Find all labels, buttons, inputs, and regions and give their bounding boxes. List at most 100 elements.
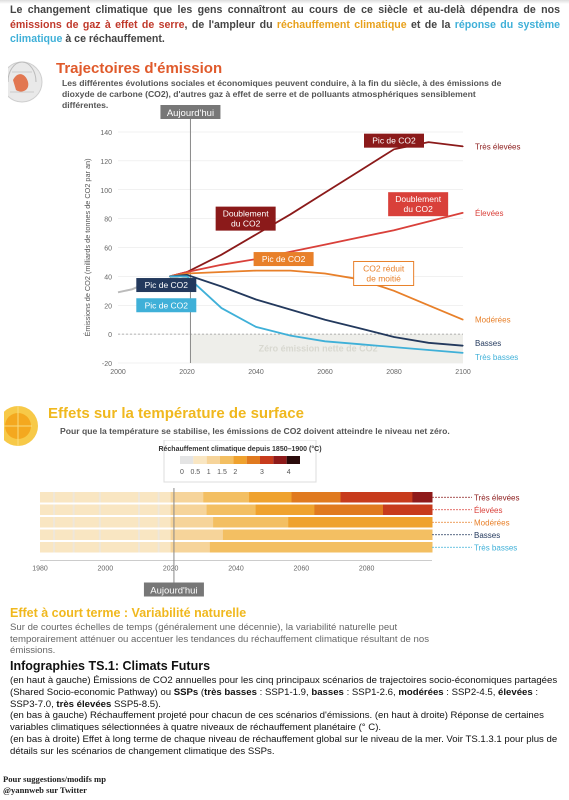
intro-text-4: à ce réchauffement. (62, 33, 165, 45)
annotation-text: Pic de CO2 (262, 254, 306, 264)
temperature-cell-basses (222, 529, 433, 540)
temperature-cell-tres-elevees (40, 492, 172, 503)
temperature-cell-tres-elevees (291, 492, 342, 503)
data-point-elevees (462, 212, 464, 214)
data-point-tres-elevees (358, 170, 361, 172)
row-label-tres-elevees: Très élevées (474, 493, 520, 502)
variability-stripe (157, 504, 160, 515)
temperature-cell-basses (40, 529, 172, 540)
x-tick-label: 2040 (228, 566, 244, 573)
annotation-text: du CO2 (404, 204, 434, 214)
caption-bold: très basses (204, 686, 257, 698)
variability-stripe (53, 529, 56, 540)
intro-highlight-response: réponse du système climatique (10, 18, 561, 46)
row-label-tres-basses: Très basses (474, 543, 517, 552)
intro-text-1: Le changement climatique que les gens co… (10, 4, 560, 16)
colorbar-title: Réchauffement climatique depuis 1850–190… (158, 445, 321, 453)
variability-stripe (157, 529, 160, 540)
data-point-tres-elevees (324, 192, 326, 194)
annotation-text: Doublement (223, 209, 269, 219)
data-point-basses (324, 319, 326, 321)
temperature-cell-elevees (255, 504, 315, 515)
caption-paragraph-3: (en bas à droite) Effet à long terme de … (10, 733, 558, 757)
temperature-cell-moderees (213, 517, 289, 528)
data-point-tres-basses (220, 307, 223, 309)
data-point-tres-basses (462, 352, 464, 354)
variability-stripe (72, 492, 75, 503)
annotation-box (353, 260, 415, 286)
temperature-cell-elevees (383, 504, 433, 515)
colorbar-tick-label: 3 (260, 469, 264, 476)
variability-stripe (138, 492, 140, 503)
x-tick-label: 2060 (317, 369, 333, 376)
today-label-box (143, 582, 204, 597)
data-point-basses (289, 308, 292, 311)
y-tick-label: -20 (102, 361, 112, 368)
series-line-basses (169, 273, 464, 347)
row-label-moderees: Modérées (474, 518, 510, 527)
today-label-box (160, 105, 221, 119)
temperature-cell-tres-elevees (412, 492, 433, 503)
colorbar-swatch (273, 456, 287, 464)
section-description-variability: Sur de courtes échelles de temps (généra… (10, 622, 430, 656)
x-tick-label: 2040 (248, 369, 264, 376)
colorbar-tick-label: 1 (207, 469, 211, 476)
variability-stripe (138, 504, 140, 515)
x-tick-label: 1980 (32, 566, 48, 573)
credit-line-1: Pour suggestions/modifs mp (3, 774, 106, 784)
data-point-tres-elevees (255, 233, 257, 236)
x-tick-label: 2100 (455, 369, 471, 376)
caption-paragraph-1: (en haut à gauche) Émissions de CO2 annu… (10, 675, 560, 710)
data-point-moderees (289, 270, 292, 272)
annotation-box (388, 192, 449, 217)
variability-stripe (138, 529, 140, 540)
caption-text: : SSP3-7.0, (10, 686, 539, 710)
credit: Pour suggestions/modifs mp @yannweb sur … (3, 774, 106, 796)
y-tick-label: 40 (104, 274, 112, 281)
temperature-cell-tres-elevees (203, 492, 250, 503)
annotation-pic-de-co2: Pic de CO2 (136, 298, 197, 313)
annotation-box (253, 252, 314, 267)
variability-stripe (98, 504, 101, 515)
temperature-cell-elevees (170, 504, 208, 515)
data-point-tres-elevees (220, 254, 223, 256)
variability-stripe (157, 517, 160, 528)
colorbar-swatch (260, 456, 274, 464)
colorbar-tick-label: 1.5 (217, 469, 227, 476)
data-point-basses (186, 274, 188, 276)
x-tick-label: 2080 (359, 566, 375, 573)
temperature-cell-tres-basses (170, 542, 211, 553)
variability-stripe (138, 517, 140, 528)
colorbar-swatch (233, 456, 247, 464)
colorbar-swatch (286, 456, 300, 464)
caption-bold: SSPs (173, 686, 199, 698)
series-line-elevees (169, 211, 464, 278)
x-tick-label: 2060 (294, 566, 310, 573)
data-point-basses (393, 336, 395, 338)
infographic-title: Infographies TS.1: Climats Futurs (10, 659, 211, 673)
annotation-text: Pic de CO2 (372, 136, 416, 146)
data-point-elevees (324, 244, 326, 246)
series-line-tres-basses (169, 275, 464, 354)
data-point-basses (358, 327, 361, 329)
caption-bold: élevées (498, 686, 533, 698)
data-point-basses (255, 298, 257, 301)
annotation-box (364, 133, 424, 148)
y-tick-label: 0 (108, 332, 112, 339)
temperature-cell-elevees (314, 504, 384, 515)
caption-bold: modérées (398, 686, 444, 698)
data-point-tres-basses (427, 349, 430, 351)
annotation-box (215, 206, 276, 231)
colorbar-swatch (193, 456, 207, 464)
variability-stripe (157, 542, 160, 553)
zero-band-label: Zéro émission nette de CO2 (259, 344, 378, 354)
today-label: Aujourd'hui (150, 586, 197, 597)
colorbar-swatch (220, 456, 234, 464)
x-tick-label: 2020 (163, 566, 179, 573)
annotation-text: Pic de CO2 (145, 300, 189, 310)
temperature-cell-tres-elevees (170, 492, 204, 503)
section-title-emissions: Trajectoires d'émission (56, 60, 223, 77)
variability-stripe (98, 529, 101, 540)
variability-stripe (53, 492, 56, 503)
